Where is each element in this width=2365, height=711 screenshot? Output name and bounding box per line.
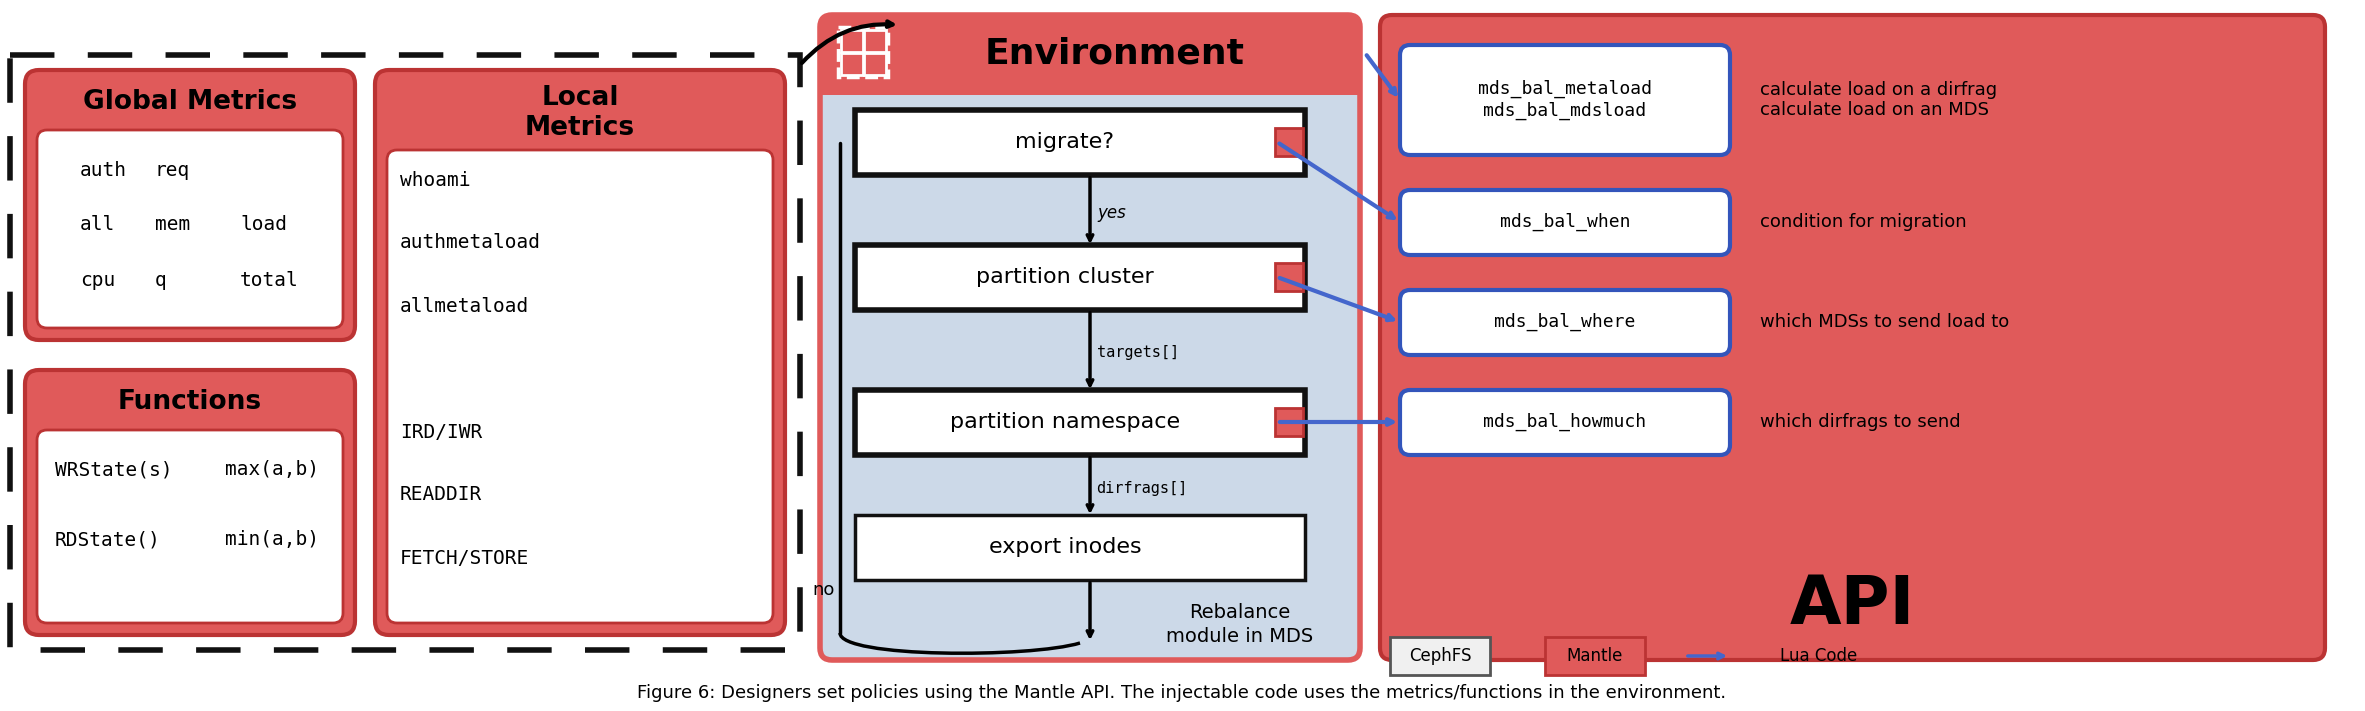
Text: Functions: Functions — [118, 389, 263, 415]
Text: Mantle: Mantle — [1566, 647, 1622, 665]
Text: total: total — [239, 270, 298, 289]
Text: Environment: Environment — [984, 36, 1244, 70]
Bar — [837, 27, 887, 77]
Bar — [1275, 408, 1303, 436]
Text: q: q — [156, 270, 168, 289]
Text: API: API — [1790, 572, 1916, 638]
Text: yes: yes — [1097, 204, 1126, 222]
Text: auth: auth — [80, 161, 128, 179]
Text: calculate load on an MDS: calculate load on an MDS — [1760, 101, 1989, 119]
Bar — [842, 53, 863, 75]
Text: module in MDS: module in MDS — [1166, 628, 1313, 646]
FancyBboxPatch shape — [1400, 390, 1731, 455]
FancyBboxPatch shape — [1400, 190, 1731, 255]
Text: Local: Local — [542, 85, 620, 111]
Text: Metrics: Metrics — [525, 115, 636, 141]
Bar — [1275, 263, 1303, 291]
Text: all: all — [80, 215, 116, 235]
FancyBboxPatch shape — [1400, 45, 1731, 155]
Text: WRState(s): WRState(s) — [54, 461, 173, 479]
Bar — [1391, 637, 1490, 675]
FancyBboxPatch shape — [26, 70, 355, 340]
Text: migrate?: migrate? — [1015, 132, 1114, 152]
Text: which dirfrags to send: which dirfrags to send — [1760, 413, 1961, 431]
Text: partition cluster: partition cluster — [977, 267, 1154, 287]
Text: allmetaload: allmetaload — [400, 296, 530, 316]
Text: mds_bal_howmuch: mds_bal_howmuch — [1483, 413, 1646, 431]
Bar — [1275, 128, 1303, 156]
Text: mds_bal_mdsload: mds_bal_mdsload — [1483, 102, 1646, 120]
Text: Global Metrics: Global Metrics — [83, 89, 298, 115]
FancyBboxPatch shape — [1400, 290, 1731, 355]
FancyBboxPatch shape — [821, 15, 1360, 660]
Text: condition for migration: condition for migration — [1760, 213, 1968, 231]
Bar — [856, 245, 1305, 310]
Bar — [856, 515, 1305, 580]
Bar — [9, 55, 799, 650]
Text: mem: mem — [156, 215, 189, 235]
Bar — [863, 30, 887, 52]
Text: READDIR: READDIR — [400, 486, 482, 505]
Text: authmetaload: authmetaload — [400, 233, 542, 252]
FancyBboxPatch shape — [388, 150, 773, 623]
Bar — [863, 53, 887, 75]
Text: max(a,b): max(a,b) — [225, 461, 319, 479]
Bar — [1544, 637, 1646, 675]
Text: Lua Code: Lua Code — [1781, 647, 1857, 665]
Text: mds_bal_when: mds_bal_when — [1499, 213, 1629, 231]
Text: dirfrags[]: dirfrags[] — [1097, 481, 1187, 496]
Text: which MDSs to send load to: which MDSs to send load to — [1760, 313, 2010, 331]
Text: Rebalance: Rebalance — [1190, 604, 1291, 623]
FancyBboxPatch shape — [26, 370, 355, 635]
FancyBboxPatch shape — [821, 15, 1360, 90]
Bar — [856, 110, 1305, 175]
Text: Figure 6: Designers set policies using the Mantle API. The injectable code uses : Figure 6: Designers set policies using t… — [639, 684, 1726, 702]
Bar — [842, 30, 863, 52]
Text: FETCH/STORE: FETCH/STORE — [400, 548, 530, 567]
Text: cpu: cpu — [80, 270, 116, 289]
FancyBboxPatch shape — [38, 430, 343, 623]
Text: CephFS: CephFS — [1410, 647, 1471, 665]
Text: whoami: whoami — [400, 171, 471, 190]
FancyBboxPatch shape — [1381, 15, 2325, 660]
Text: IRD/IWR: IRD/IWR — [400, 422, 482, 442]
FancyBboxPatch shape — [376, 70, 785, 635]
Text: no: no — [814, 581, 835, 599]
Bar — [821, 65, 1360, 95]
Bar — [856, 390, 1305, 455]
Text: req: req — [156, 161, 189, 179]
Text: RDState(): RDState() — [54, 530, 161, 550]
Text: calculate load on a dirfrag: calculate load on a dirfrag — [1760, 81, 1996, 99]
Text: mds_bal_metaload: mds_bal_metaload — [1478, 80, 1653, 98]
Text: load: load — [239, 215, 286, 235]
FancyBboxPatch shape — [38, 130, 343, 328]
Text: partition namespace: partition namespace — [951, 412, 1180, 432]
Text: min(a,b): min(a,b) — [225, 530, 319, 550]
Text: mds_bal_where: mds_bal_where — [1495, 313, 1637, 331]
Text: targets[]: targets[] — [1097, 346, 1180, 360]
Text: export inodes: export inodes — [989, 537, 1142, 557]
